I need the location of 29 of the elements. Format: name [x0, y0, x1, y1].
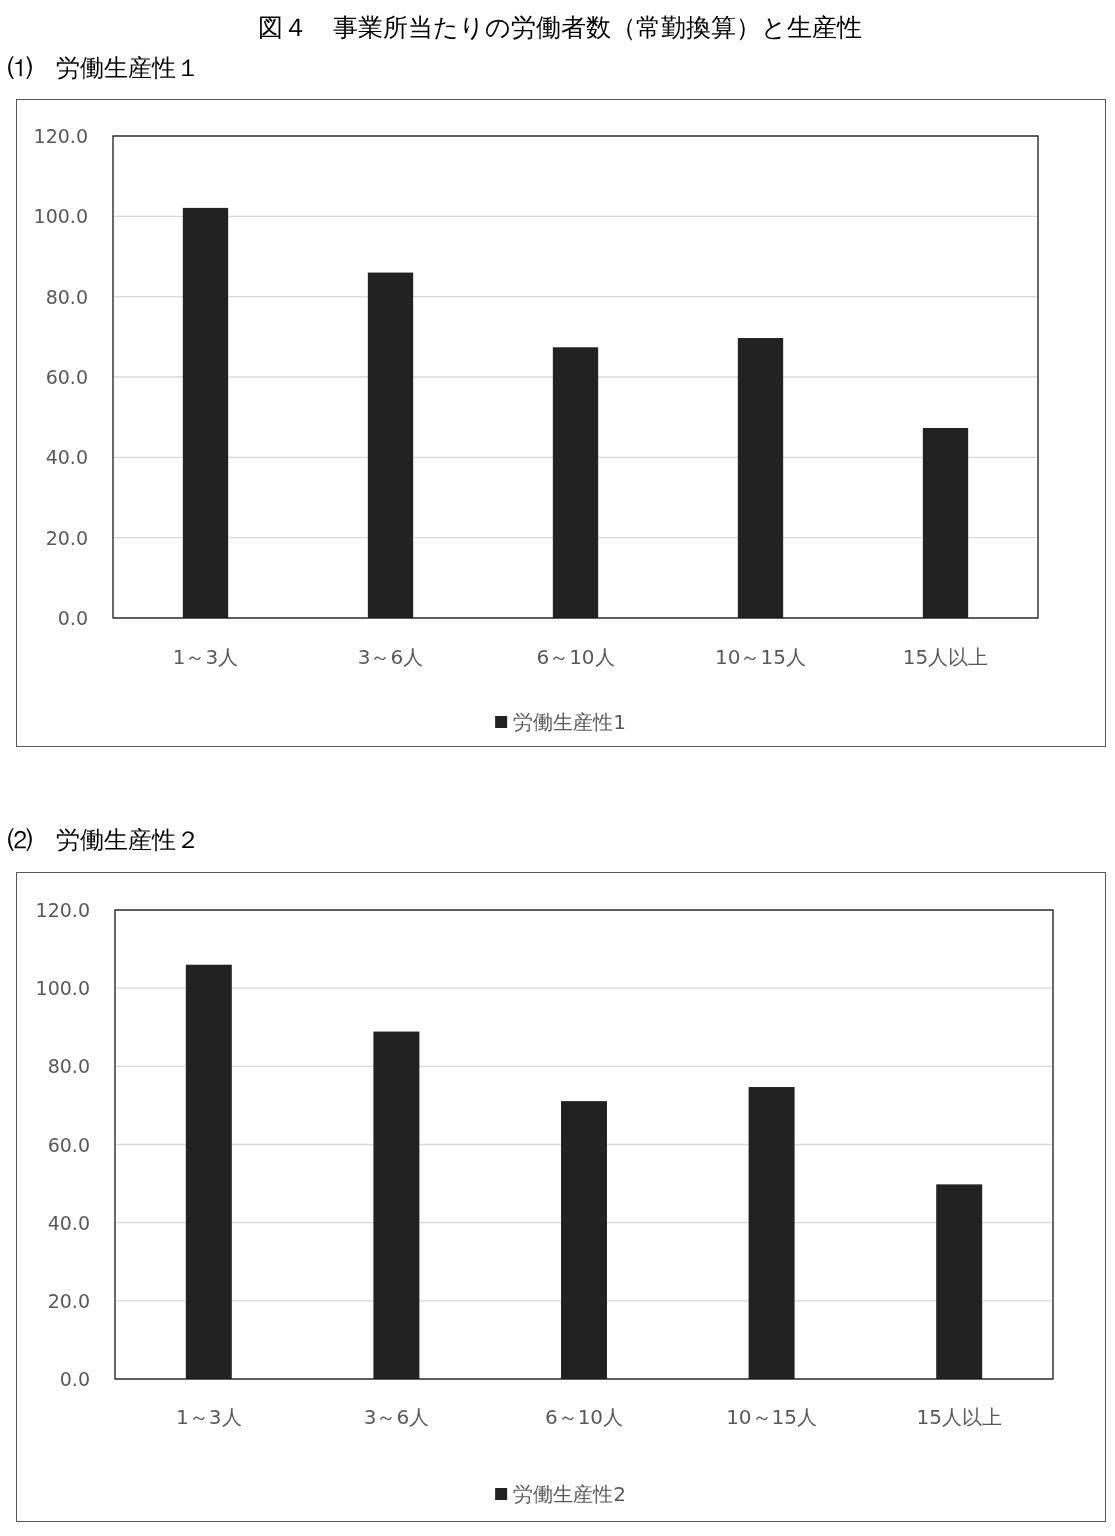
y-tick-label: 80.0	[47, 1055, 90, 1078]
y-tick-label: 60.0	[47, 1133, 90, 1156]
x-tick-label: 3～6人	[363, 1405, 430, 1429]
x-tick-label: 3～6人	[357, 645, 424, 669]
legend: 労働生産性1	[495, 710, 626, 734]
x-tick-label: 1～3人	[172, 645, 239, 669]
y-tick-label: 80.0	[45, 285, 88, 308]
y-tick-label: 60.0	[45, 366, 88, 388]
x-tick-label: 15人以上	[902, 645, 989, 669]
y-tick-label: 20.0	[47, 1289, 90, 1312]
x-tick-label: 10～15人	[726, 1405, 818, 1429]
y-tick-label: 0.0	[57, 607, 88, 629]
y-tick-label: 100.0	[33, 205, 88, 228]
chart-subtitle: ⑵ 労働生産性２	[8, 826, 200, 854]
y-tick-label: 40.0	[47, 1211, 90, 1234]
x-tick-label: 6～10人	[536, 645, 615, 669]
y-tick-label: 120.0	[35, 899, 90, 921]
x-tick-label: 1～3人	[176, 1405, 242, 1429]
x-tick-label: 15人以上	[916, 1405, 1002, 1429]
y-tick-label: 0.0	[59, 1368, 90, 1390]
y-tick-label: 120.0	[33, 125, 88, 147]
x-tick-label: 10～15人	[715, 645, 806, 669]
x-tick-label: 6～10人	[544, 1405, 624, 1429]
y-tick-label: 20.0	[45, 526, 88, 549]
chart-subtitle: ⑴ 労働生産性１	[8, 54, 200, 82]
chart-title: 図４ 事業所当たりの労働者数（常勤換算）と生産性	[257, 12, 862, 42]
y-tick-label: 40.0	[45, 446, 88, 469]
legend: 労働生産性2	[495, 1482, 626, 1506]
y-tick-label: 100.0	[35, 977, 90, 1000]
